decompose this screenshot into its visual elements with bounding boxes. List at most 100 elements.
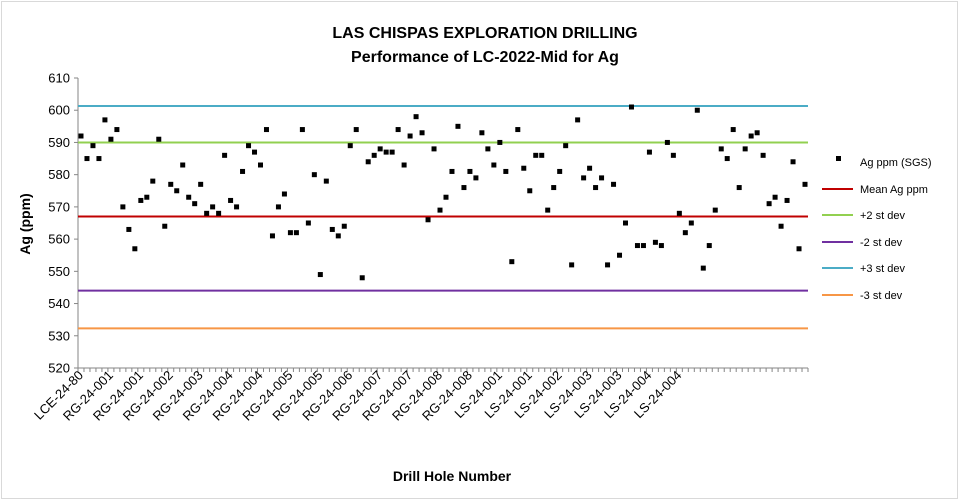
data-point <box>234 204 240 210</box>
data-point <box>377 146 383 152</box>
data-point <box>449 168 455 174</box>
data-point <box>551 185 557 191</box>
data-point <box>269 233 275 239</box>
data-point <box>401 162 407 168</box>
data-point <box>341 223 347 229</box>
y-tick-label: 590 <box>48 135 70 150</box>
data-point <box>575 117 581 123</box>
data-point <box>760 152 766 158</box>
y-tick-label: 600 <box>48 103 70 118</box>
data-point <box>730 127 736 133</box>
data-point <box>204 210 210 216</box>
data-point <box>150 178 156 184</box>
data-point <box>742 146 748 152</box>
data-point <box>617 252 623 258</box>
data-point <box>120 204 126 210</box>
data-point <box>425 217 431 223</box>
data-point <box>569 262 575 268</box>
data-point <box>78 133 84 139</box>
legend-label: -3 st dev <box>860 290 903 302</box>
data-point <box>652 239 658 245</box>
y-tick-label: 580 <box>48 167 70 182</box>
data-point <box>503 168 509 174</box>
data-point <box>712 207 718 213</box>
data-point <box>784 197 790 203</box>
data-point <box>365 159 371 165</box>
data-point <box>275 204 281 210</box>
data-point <box>515 127 521 133</box>
data-point <box>557 168 563 174</box>
data-point <box>210 204 216 210</box>
data-point <box>335 233 341 239</box>
data-point <box>467 168 473 174</box>
data-point <box>593 185 599 191</box>
data-point <box>545 207 551 213</box>
data-point <box>90 143 96 149</box>
data-point <box>563 143 569 149</box>
y-tick-label: 540 <box>48 296 70 311</box>
data-point <box>216 210 222 216</box>
data-point <box>706 243 712 249</box>
data-point <box>329 226 335 232</box>
data-point <box>96 156 102 162</box>
data-point <box>700 265 706 271</box>
data-point <box>605 262 611 268</box>
y-tick-label: 520 <box>48 361 70 376</box>
data-point <box>443 194 449 200</box>
data-point <box>383 149 389 155</box>
data-point <box>640 243 646 249</box>
data-point <box>281 191 287 197</box>
data-point <box>587 165 593 171</box>
data-point <box>180 162 186 168</box>
data-point <box>174 188 180 194</box>
data-point <box>766 201 772 207</box>
data-point <box>533 152 539 158</box>
legend-label: +3 st dev <box>860 263 905 275</box>
data-point <box>772 194 778 200</box>
legend-label: Ag ppm (SGS) <box>860 157 932 169</box>
data-point <box>317 272 323 278</box>
data-point <box>676 210 682 216</box>
data-point <box>299 127 305 133</box>
data-point <box>682 230 688 236</box>
data-point <box>479 130 485 136</box>
y-tick-label: 570 <box>48 199 70 214</box>
data-point <box>473 175 479 181</box>
data-point <box>491 162 497 168</box>
legend: Ag ppm (SGS) Mean Ag ppm +2 st dev -2 st de… <box>822 156 932 302</box>
data-point <box>754 130 760 136</box>
data-point <box>156 136 162 142</box>
data-point <box>581 175 587 181</box>
data-point <box>634 243 640 249</box>
y-axis-title: Ag (ppm) <box>17 193 33 254</box>
legend-marker <box>836 156 841 161</box>
data-point <box>114 127 120 133</box>
data-point <box>287 230 293 236</box>
data-point <box>611 181 617 187</box>
data-point <box>718 146 724 152</box>
data-point <box>736 185 742 191</box>
legend-label: +2 st dev <box>860 210 905 222</box>
data-point <box>293 230 299 236</box>
data-point <box>144 194 150 200</box>
data-point <box>186 194 192 200</box>
data-point <box>521 165 527 171</box>
data-point <box>168 181 174 187</box>
data-point <box>455 123 461 129</box>
data-point <box>347 143 353 149</box>
data-point <box>461 185 467 191</box>
data-point <box>413 114 419 120</box>
data-point <box>623 220 628 226</box>
y-tick-label: 530 <box>48 328 70 343</box>
data-point <box>694 107 700 113</box>
data-point <box>670 152 676 158</box>
data-point <box>395 127 401 133</box>
legend-label: Mean Ag ppm <box>860 184 928 196</box>
data-point <box>527 188 533 194</box>
data-point <box>263 127 269 133</box>
x-axis-title: Drill Hole Number <box>393 468 512 484</box>
data-point <box>628 104 634 110</box>
data-point <box>102 117 108 123</box>
